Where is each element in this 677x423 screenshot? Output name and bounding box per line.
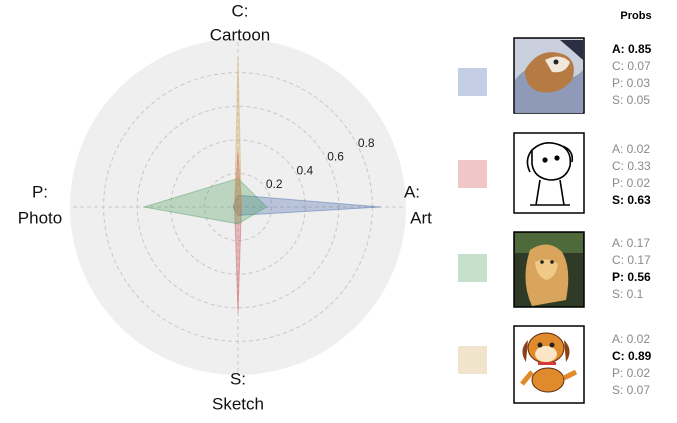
prob-label: S: 0.1 [612, 287, 644, 301]
legend-swatch [458, 68, 487, 96]
radar-area [232, 194, 381, 216]
r-tick-label: 0.2 [266, 177, 283, 191]
radar: 0.2 0.4 0.6 0.8 A: Art C: Cartoon P: Photo S: Sketc… [18, 1, 652, 413]
thumbnail-art [513, 37, 585, 114]
prob-label: A: 0.17 [612, 236, 650, 250]
legend-swatch [458, 346, 487, 374]
r-tick-label: 0.6 [327, 150, 344, 164]
prob-label: C: 0.07 [612, 59, 651, 73]
prob-label: S: 0.05 [612, 93, 650, 107]
thumbnail-sketch [513, 132, 585, 214]
thumbnail-cartoon [513, 325, 585, 404]
prob-label: S: 0.63 [612, 193, 651, 207]
axis-label: S: [230, 369, 246, 388]
axis-name: Cartoon [210, 25, 270, 44]
r-tick-label: 0.4 [297, 163, 314, 177]
prob-label: C: 0.89 [612, 349, 652, 363]
axis-label: C: [232, 1, 249, 20]
axis-name: Photo [18, 208, 62, 227]
prob-label: A: 0.02 [612, 142, 650, 156]
legend-swatch [458, 160, 487, 188]
r-tick-label: 0.8 [358, 136, 375, 150]
prob-label: A: 0.02 [612, 332, 650, 346]
radar-area [234, 151, 242, 313]
prob-label: P: 0.03 [612, 76, 650, 90]
prob-label: C: 0.33 [612, 159, 651, 173]
prob-label: C: 0.17 [612, 253, 651, 267]
axis-name: Art [410, 208, 432, 227]
prob-label: P: 0.02 [612, 366, 650, 380]
radar-area [143, 177, 268, 225]
prob-label: A: 0.85 [612, 42, 652, 56]
thumbnail-photo [513, 231, 585, 308]
prob-label: P: 0.56 [612, 270, 651, 284]
grid-circle [170, 139, 306, 275]
legend-swatch [458, 254, 487, 282]
axis-label: A: [404, 182, 420, 201]
grid-circle [203, 172, 273, 242]
prob-label: S: 0.07 [612, 383, 650, 397]
radar-area [234, 57, 242, 221]
axis-label: P: [32, 182, 48, 201]
axis-name: Sketch [212, 394, 264, 413]
prob-label: P: 0.02 [612, 176, 650, 190]
legend-title: Probs [620, 10, 651, 22]
